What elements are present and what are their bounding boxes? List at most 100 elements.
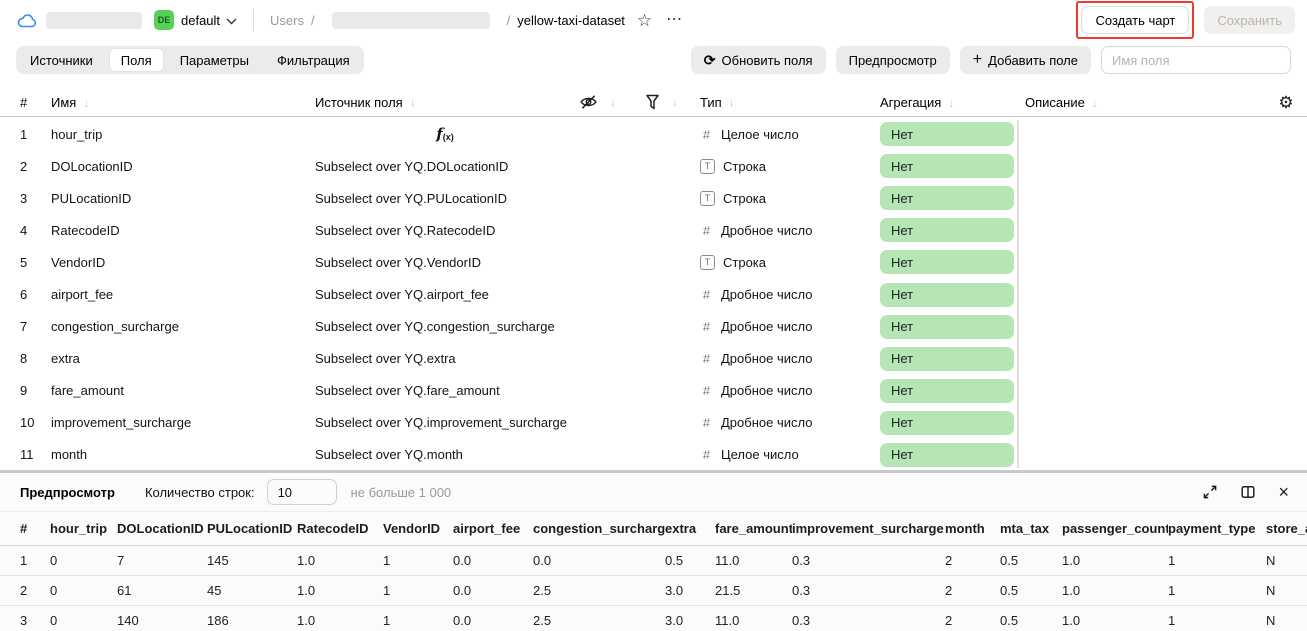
tab-sources[interactable]: Источники xyxy=(30,52,93,68)
row-count-hint: не больше 1 000 xyxy=(350,484,452,500)
aggregation-select[interactable]: Нет xyxy=(880,122,1014,147)
field-table-row[interactable]: 4 RatecodeID Subselect over YQ.RatecodeI… xyxy=(0,214,1307,246)
split-view-icon[interactable] xyxy=(1240,484,1256,500)
field-name[interactable]: improvement_surcharge xyxy=(51,415,192,431)
col-header-source[interactable]: Источник поля ↓ xyxy=(315,94,416,110)
field-table-row[interactable]: 7 congestion_surcharge Subselect over YQ… xyxy=(0,311,1307,343)
preview-cell: 2 xyxy=(945,553,953,568)
field-type-cell[interactable]: # T Дробное число xyxy=(700,287,880,302)
number-type-icon: # xyxy=(702,351,711,367)
preview-column-header: fare_amount xyxy=(715,521,792,536)
create-chart-button[interactable]: Создать чарт xyxy=(1081,6,1190,34)
aggregation-select[interactable]: Нет xyxy=(880,218,1014,243)
row-index: 1 xyxy=(20,126,28,142)
field-type-cell[interactable]: # T Дробное число xyxy=(700,383,880,398)
number-type-icon: # xyxy=(702,287,711,303)
aggregation-select[interactable]: Нет xyxy=(880,346,1014,371)
preview-cell: 0.3 xyxy=(792,613,811,628)
more-actions-icon[interactable]: ⋯ xyxy=(666,11,684,28)
field-name[interactable]: fare_amount xyxy=(51,383,124,399)
field-table-row[interactable]: 1 hour_trip f(x) # T Целое число Нет xyxy=(0,118,1307,150)
field-table-row[interactable]: 5 VendorID Subselect over YQ.VendorID f(… xyxy=(0,246,1307,278)
col-header-visibility[interactable]: ↓ xyxy=(575,93,645,111)
field-type-cell[interactable]: # T Целое число xyxy=(700,447,880,462)
dataset-name: yellow-taxi-dataset xyxy=(517,12,625,28)
preview-column-header: mta_tax xyxy=(1000,521,1050,536)
col-header-num: # xyxy=(20,94,28,110)
row-count-label: Количество строк: xyxy=(144,484,255,500)
preview-button[interactable]: Предпросмотр xyxy=(835,46,950,74)
field-table-row[interactable]: 8 extra Subselect over YQ.extra f(x) # T… xyxy=(0,343,1307,375)
field-source: Subselect over YQ.extra xyxy=(315,351,456,367)
row-count-input[interactable] xyxy=(266,479,337,505)
field-name[interactable]: month xyxy=(51,447,88,463)
aggregation-select[interactable]: Нет xyxy=(880,410,1014,435)
field-source: Subselect over YQ.PULocationID xyxy=(315,190,507,206)
aggregation-select[interactable]: Нет xyxy=(880,314,1014,339)
aggregation-select[interactable]: Нет xyxy=(880,250,1014,275)
preview-cell: 1.0 xyxy=(297,553,316,568)
field-table-row[interactable]: 2 DOLocationID Subselect over YQ.DOLocat… xyxy=(0,150,1307,182)
col-header-type[interactable]: Тип ↓ xyxy=(700,94,735,110)
number-type-icon: # xyxy=(702,126,711,142)
favorite-star-icon[interactable]: ☆ xyxy=(636,10,653,30)
field-name[interactable]: congestion_surcharge xyxy=(51,319,179,335)
field-type-cell[interactable]: # T Строка xyxy=(700,158,880,174)
field-table-row[interactable]: 3 PULocationID Subselect over YQ.PULocat… xyxy=(0,182,1307,214)
number-type-icon: # xyxy=(702,383,711,399)
field-type-cell[interactable]: # T Дробное число xyxy=(700,351,880,366)
field-type-cell[interactable]: # T Дробное число xyxy=(700,223,880,238)
fields-table-scrollbar[interactable] xyxy=(1017,120,1019,468)
chevron-down-icon[interactable] xyxy=(226,18,237,25)
field-name[interactable]: VendorID xyxy=(51,254,106,270)
preview-cell: 0 xyxy=(50,613,58,628)
preview-cell: 145 xyxy=(207,553,229,568)
col-header-filter[interactable]: ↓ xyxy=(645,94,700,111)
field-name[interactable]: extra xyxy=(51,351,80,367)
close-preview-icon[interactable]: × xyxy=(1278,482,1289,502)
field-name[interactable]: DOLocationID xyxy=(51,158,133,174)
field-name-search-input[interactable] xyxy=(1101,46,1291,74)
add-field-button[interactable]: + Добавить поле xyxy=(959,46,1091,74)
aggregation-select[interactable]: Нет xyxy=(880,378,1014,403)
aggregation-select[interactable]: Нет xyxy=(880,154,1014,179)
col-header-description[interactable]: Описание ↓ xyxy=(1025,94,1098,110)
redacted-folder-path xyxy=(331,11,490,29)
field-table-row[interactable]: 6 airport_fee Subselect over YQ.airport_… xyxy=(0,278,1307,310)
field-type-cell[interactable]: # T Строка xyxy=(700,254,880,270)
field-table-row[interactable]: 11 month Subselect over YQ.month f(x) # … xyxy=(0,439,1307,470)
breadcrumb-root[interactable]: Users xyxy=(270,12,304,28)
aggregation-select[interactable]: Нет xyxy=(880,282,1014,307)
field-type-cell[interactable]: # T Строка xyxy=(700,190,880,206)
field-table-row[interactable]: 9 fare_amount Subselect over YQ.fare_amo… xyxy=(0,375,1307,407)
annotation-highlight-box: Создать чарт xyxy=(1076,1,1195,39)
refresh-fields-button[interactable]: ⟳ Обновить поля xyxy=(690,46,826,74)
col-header-aggregation[interactable]: Агрегация ↓ xyxy=(880,94,955,110)
preview-panel: Предпросмотр Количество строк: не больше… xyxy=(0,470,1307,631)
expand-preview-icon[interactable] xyxy=(1202,484,1218,500)
col-header-name[interactable]: Имя ↓ xyxy=(51,94,90,110)
folder-name[interactable]: default xyxy=(181,12,221,28)
save-button[interactable]: Сохранить xyxy=(1204,6,1295,34)
fields-table-header: # Имя ↓ Источник поля ↓ ↓ ↓ Тип ↓ Агрегация… xyxy=(0,88,1307,117)
aggregation-select[interactable]: Нет xyxy=(880,442,1014,467)
table-settings-gear-icon[interactable]: ⚙ xyxy=(1278,93,1294,111)
preview-cell: 1.0 xyxy=(297,613,316,628)
field-type-cell[interactable]: # T Дробное число xyxy=(700,415,880,430)
field-name[interactable]: hour_trip xyxy=(51,126,103,142)
eye-off-icon xyxy=(579,93,598,111)
field-type-cell[interactable]: # T Дробное число xyxy=(700,319,880,334)
tab-parameters[interactable]: Параметры xyxy=(179,52,249,68)
field-type-cell[interactable]: # T Целое число xyxy=(700,127,880,142)
preview-table-row: 2 0 61 45 1.0 1 0.0 2.5 3.0 21.5 0.3 2 0.5 1.0 1 N xyxy=(0,576,1307,606)
field-name[interactable]: airport_fee xyxy=(51,287,114,303)
field-source: Subselect over YQ.airport_fee xyxy=(315,287,489,303)
field-name[interactable]: RatecodeID xyxy=(51,222,120,238)
field-name[interactable]: PULocationID xyxy=(51,190,132,206)
preview-column-header: # xyxy=(20,521,28,536)
field-table-row[interactable]: 10 improvement_surcharge Subselect over … xyxy=(0,407,1307,439)
tab-filtering[interactable]: Фильтрация xyxy=(277,52,350,68)
tab-fields[interactable]: Поля xyxy=(108,48,164,72)
aggregation-select[interactable]: Нет xyxy=(880,186,1014,211)
